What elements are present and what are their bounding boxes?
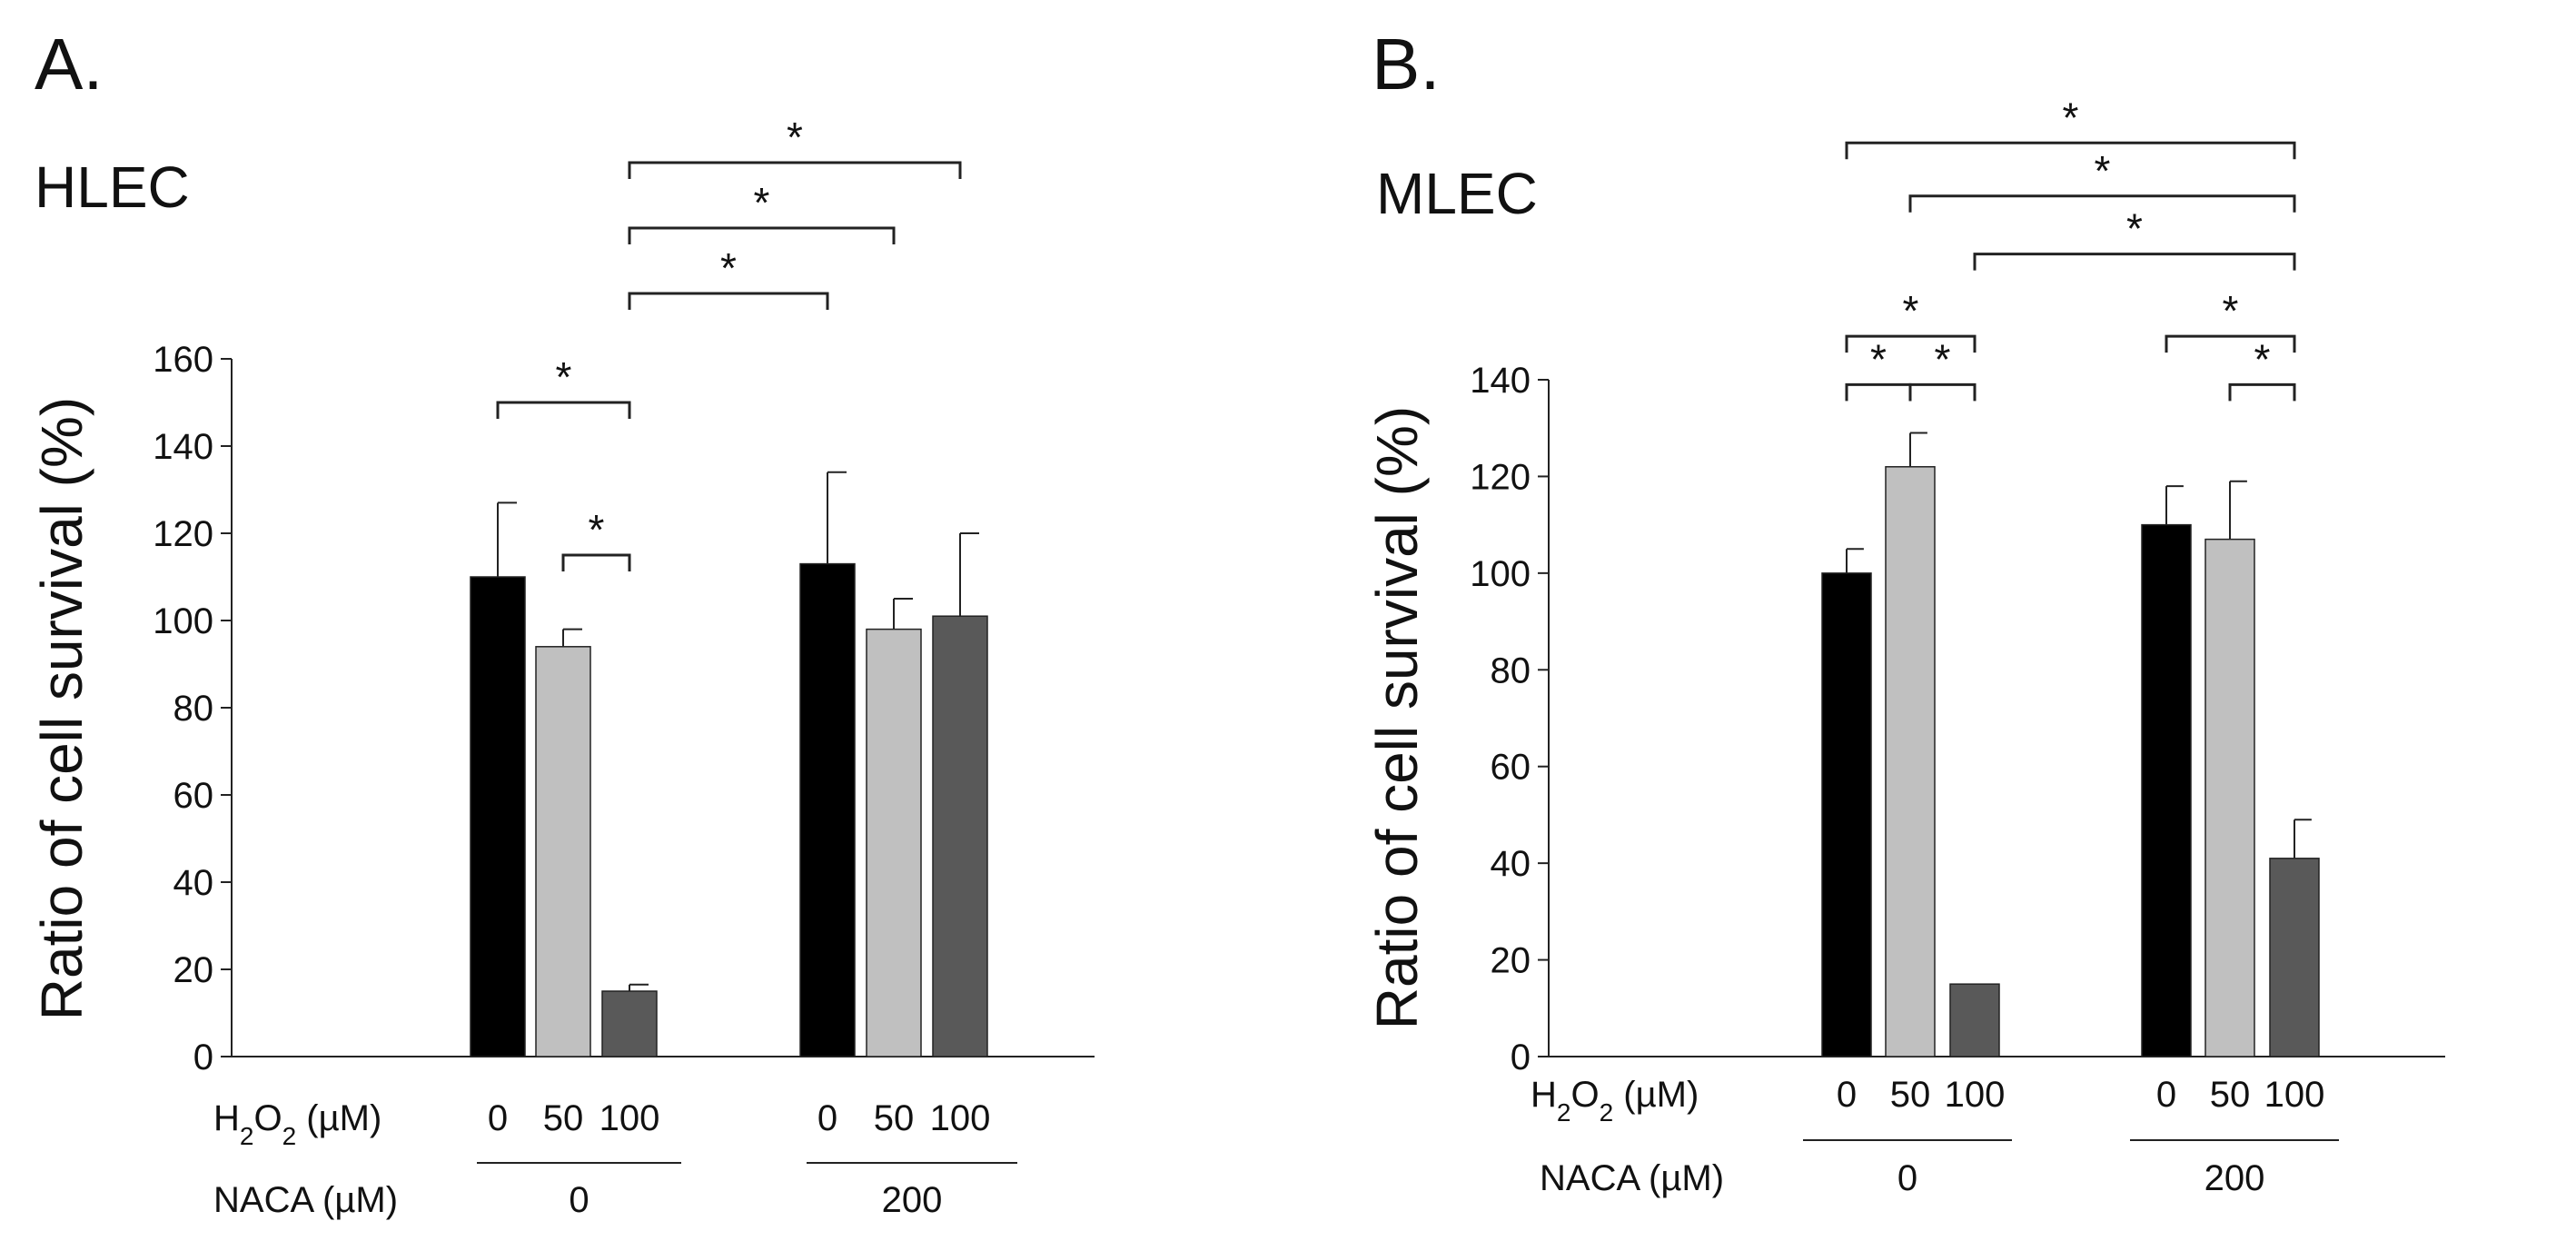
panel-b-bar <box>2269 858 2320 1057</box>
panel-b-h2o2-label: H2O2 (µM) <box>1531 1075 1699 1127</box>
panel-a-plot: 0 20 40 60 80 100 120 140 160 Ratio of cell survi… <box>29 114 1095 1220</box>
panel-b-significance-bracket <box>1845 334 1977 353</box>
panel-b-significance-star: * <box>2254 335 2271 382</box>
panel-a-significance-bracket <box>496 401 631 419</box>
panel-b-y-tick-label: 140 <box>1470 361 1531 401</box>
panel-b-naca-tick-label: 0 <box>1897 1158 1917 1198</box>
panel-a-y-axis-label: Ratio of cell survival (%) <box>29 397 94 1020</box>
panel-a-significance-star: * <box>754 179 770 226</box>
panel-b-letter: B. <box>1372 24 1441 104</box>
panel-b-naca-label: NACA (µM) <box>1540 1158 1724 1198</box>
panel-b-bar <box>2141 523 2192 1057</box>
panel-a-y-tick-label: 80 <box>173 689 214 729</box>
panel-b-y-tick-label: 0 <box>1511 1037 1531 1077</box>
panel-a-bar <box>535 646 591 1057</box>
panel-a-significance-bracket <box>561 553 631 571</box>
panel-b-naca-tick-label: 200 <box>2204 1158 2265 1198</box>
panel-b-y-tick-label: 80 <box>1491 650 1531 690</box>
panel-a-h2o2-tick-label: 100 <box>930 1098 991 1138</box>
panel-b-h2o2-tick-label: 0 <box>1837 1075 1857 1115</box>
panel-a-significance-bracket <box>628 292 829 310</box>
panel-a-significance-star: * <box>787 114 803 161</box>
panel-b-significance-star: * <box>2126 205 2143 253</box>
panel-a-naca-tick-label: 0 <box>569 1180 589 1220</box>
panel-b-significance-star: * <box>2063 94 2079 141</box>
panel-b-bar <box>1885 466 1936 1057</box>
panel-b-significance-bracket <box>1845 141 2296 160</box>
panel-b-y-axis-label: Ratio of cell survival (%) <box>1364 406 1430 1029</box>
panel-b-significance-bracket <box>2228 382 2296 402</box>
panel-a-h2o2-tick-label: 0 <box>817 1098 837 1138</box>
panel-a-h2o2-tick-label: 0 <box>488 1098 508 1138</box>
panel-b-significance-star: * <box>2095 147 2111 194</box>
panel-b-significance-star: * <box>1903 287 1919 334</box>
panel-b-significance-bracket <box>1908 382 1977 402</box>
panel-b-h2o2-tick-label: 50 <box>2210 1075 2251 1115</box>
panel-b-bar <box>1949 983 2000 1057</box>
panel-b-h2o2-tick-label: 100 <box>1945 1075 2006 1115</box>
panel-b-significance-bracket <box>2165 334 2296 353</box>
panel-b-significance-bracket <box>1908 194 2296 213</box>
panel-b-y-tick-label: 40 <box>1491 844 1531 884</box>
panel-b-y-tick-label: 20 <box>1491 941 1531 981</box>
panel-a-h2o2-tick-label: 50 <box>874 1098 915 1138</box>
panel-a-bar <box>932 615 988 1057</box>
panel-b: B. MLEC 0 20 40 60 80 100 120 140 Ratio of cell … <box>1364 24 2445 1198</box>
panel-b-bar <box>1821 572 1872 1057</box>
panel-a-y-tick-label: 120 <box>153 514 213 554</box>
panel-b-y-tick-label: 120 <box>1470 457 1531 497</box>
panel-a-cell-label: HLEC <box>35 154 190 220</box>
panel-a-h2o2-tick-label: 50 <box>543 1098 584 1138</box>
panel-a-h2o2-label: H2O2 (µM) <box>213 1098 381 1150</box>
panel-b-bar <box>2204 538 2255 1057</box>
panel-a-naca-tick-label: 200 <box>882 1180 943 1220</box>
panel-b-significance-bracket <box>1845 382 1912 402</box>
panel-b-plot: 0 20 40 60 80 100 120 140 Ratio of cell survival… <box>1364 94 2445 1198</box>
panel-a: A. HLEC 0 20 40 60 80 100 120 140 160 Ratio of ce… <box>29 24 1095 1220</box>
panel-a-y-tick-label: 40 <box>173 863 214 903</box>
panel-b-y-tick-label: 100 <box>1470 554 1531 594</box>
panel-a-significance-bracket <box>628 226 896 244</box>
panel-a-significance-star: * <box>589 506 605 553</box>
panel-a-y-tick-label: 140 <box>153 427 213 467</box>
panel-a-bar <box>799 562 856 1057</box>
panel-b-cell-label: MLEC <box>1376 161 1538 226</box>
panel-a-y-tick-label: 60 <box>173 776 214 816</box>
panel-a-significance-bracket <box>628 161 962 179</box>
panel-a-bar <box>866 628 922 1057</box>
panel-a-bar <box>601 990 658 1057</box>
panel-b-significance-star: * <box>1935 335 1951 382</box>
panel-b-h2o2-tick-label: 50 <box>1890 1075 1931 1115</box>
panel-a-y-tick-label: 160 <box>153 340 213 380</box>
panel-a-y-tick-label: 20 <box>173 950 214 990</box>
panel-a-significance-star: * <box>556 353 572 401</box>
panel-a-significance-star: * <box>720 244 737 292</box>
panel-b-significance-star: * <box>2223 287 2239 334</box>
panel-a-y-tick-label: 0 <box>193 1037 213 1077</box>
panel-a-bar <box>470 576 526 1057</box>
panel-b-y-tick-label: 60 <box>1491 748 1531 788</box>
panel-b-significance-star: * <box>1870 335 1887 382</box>
panel-a-y-tick-label: 100 <box>153 601 213 641</box>
panel-b-significance-bracket <box>1973 253 2296 271</box>
panel-b-h2o2-tick-label: 0 <box>2156 1075 2176 1115</box>
panel-a-h2o2-tick-label: 100 <box>599 1098 660 1138</box>
panel-b-h2o2-tick-label: 100 <box>2264 1075 2325 1115</box>
panel-a-naca-label: NACA (µM) <box>213 1180 398 1220</box>
panel-a-letter: A. <box>35 24 104 104</box>
